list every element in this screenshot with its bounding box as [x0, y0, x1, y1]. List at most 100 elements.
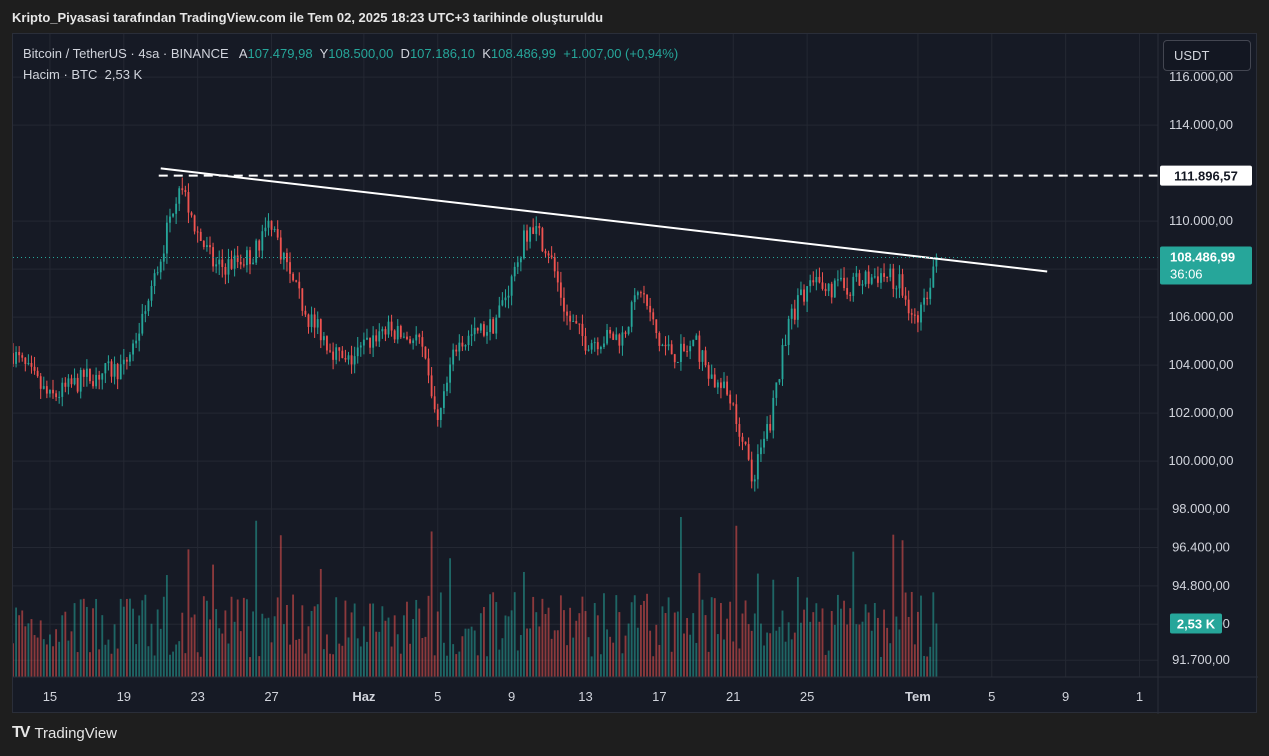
candle-body: [692, 339, 695, 347]
candle-body: [82, 369, 85, 377]
volume-bar: [876, 617, 879, 677]
candle-body: [356, 347, 359, 357]
price-chart[interactable]: 116.000,00114.000,00110.000,00108.000,00…: [13, 34, 1258, 714]
candle-body: [695, 335, 698, 340]
volume-bar: [772, 579, 775, 677]
x-tick-label: Tem: [905, 689, 931, 704]
volume-bar: [532, 596, 535, 677]
candle-body: [615, 334, 618, 340]
y-tick-label: 106.000,00: [1168, 309, 1233, 324]
volume-bar: [153, 655, 156, 677]
candle-body: [883, 273, 885, 277]
volume-bar: [572, 637, 575, 677]
candle-body: [304, 310, 307, 315]
y-tick-label: 98.000,00: [1172, 501, 1230, 516]
candle-body: [538, 225, 541, 229]
candle-body: [892, 268, 895, 289]
volume-bar: [246, 599, 248, 677]
candle-body: [664, 344, 667, 347]
volume-bar: [895, 616, 898, 677]
x-tick-label: 21: [726, 689, 740, 704]
candle-body: [442, 391, 445, 408]
volume-bar: [679, 517, 682, 677]
candle-body: [556, 271, 559, 283]
volume-bar: [553, 630, 556, 677]
candle-body: [655, 319, 658, 334]
y-tick-label: 110.000,00: [1169, 213, 1233, 228]
x-tick-label: 5: [434, 689, 441, 704]
volume-bar: [89, 652, 91, 677]
volume-bar: [864, 604, 867, 677]
candle-body: [901, 274, 904, 296]
volume-bar: [33, 635, 36, 677]
volume-bar: [344, 600, 347, 677]
candle-body: [646, 294, 648, 306]
candle-body: [119, 364, 122, 380]
candle-body: [584, 336, 587, 351]
candle-body: [673, 354, 676, 363]
candle-body: [812, 280, 815, 283]
volume-bar: [612, 642, 615, 677]
volume-bar: [603, 593, 605, 677]
candle-body: [184, 190, 187, 193]
volume-bar: [892, 534, 895, 677]
volume-badge: [1170, 613, 1222, 634]
volume-bar: [215, 609, 218, 677]
volume-bar: [79, 599, 82, 677]
symbol-title[interactable]: Bitcoin / TetherUS · 4sa · BINANCE: [23, 46, 229, 61]
volume-bar: [45, 644, 48, 677]
volume-bar: [615, 595, 618, 677]
volume-bar: [916, 611, 919, 677]
volume-bar: [501, 638, 504, 677]
volume-bar: [723, 639, 725, 677]
volume-bar: [424, 636, 427, 677]
candle-body: [282, 252, 285, 260]
candle-body: [861, 284, 864, 286]
volume-bar: [547, 607, 550, 677]
candle-body: [298, 281, 301, 289]
volume-bar: [633, 595, 636, 677]
candle-body: [720, 382, 722, 388]
volume-bar: [39, 620, 42, 677]
candle-body: [18, 351, 21, 356]
volume-bar: [36, 637, 39, 677]
currency-button[interactable]: USDT: [1163, 40, 1251, 71]
volume-bar: [455, 654, 458, 677]
volume-bar: [606, 629, 608, 677]
candle-body: [830, 283, 833, 298]
candle-body: [362, 339, 365, 346]
candle-body: [267, 220, 270, 228]
x-tick-label: Haz: [352, 689, 376, 704]
volume-bar: [581, 596, 584, 677]
volume-title[interactable]: Hacim · BTC: [23, 67, 98, 82]
volume-bar: [618, 612, 621, 677]
candle-body: [547, 253, 550, 256]
chart-legend: Bitcoin / TetherUS · 4sa · BINANCE A107.…: [23, 46, 678, 82]
tradingview-logo-icon[interactable]: TV: [12, 724, 31, 741]
volume-bar: [898, 629, 901, 677]
volume-bar: [479, 613, 482, 677]
footer-brand[interactable]: TradingView: [34, 724, 117, 742]
candle-body: [775, 382, 778, 398]
volume-bar: [670, 651, 673, 677]
volume-bar: [101, 615, 104, 677]
volume-bar: [15, 607, 18, 677]
candle-body: [643, 293, 645, 295]
volume-bar: [590, 656, 593, 677]
candle-body: [98, 374, 101, 380]
volume-bar: [861, 621, 864, 677]
candle-body: [24, 357, 27, 365]
volume-bar: [689, 634, 692, 677]
volume-bar: [855, 624, 858, 677]
candle-body: [449, 364, 451, 383]
candle-body: [873, 276, 876, 278]
candle-body: [221, 259, 224, 268]
candle-body: [135, 340, 138, 344]
volume-bar: [236, 599, 239, 677]
volume-bar: [439, 592, 442, 677]
candle-body: [175, 203, 178, 214]
chart-panel[interactable]: 116.000,00114.000,00110.000,00108.000,00…: [12, 33, 1258, 714]
volume-bar: [609, 636, 612, 677]
footer: TV TradingView: [12, 724, 117, 742]
countdown-text: 36:06: [1170, 266, 1203, 281]
